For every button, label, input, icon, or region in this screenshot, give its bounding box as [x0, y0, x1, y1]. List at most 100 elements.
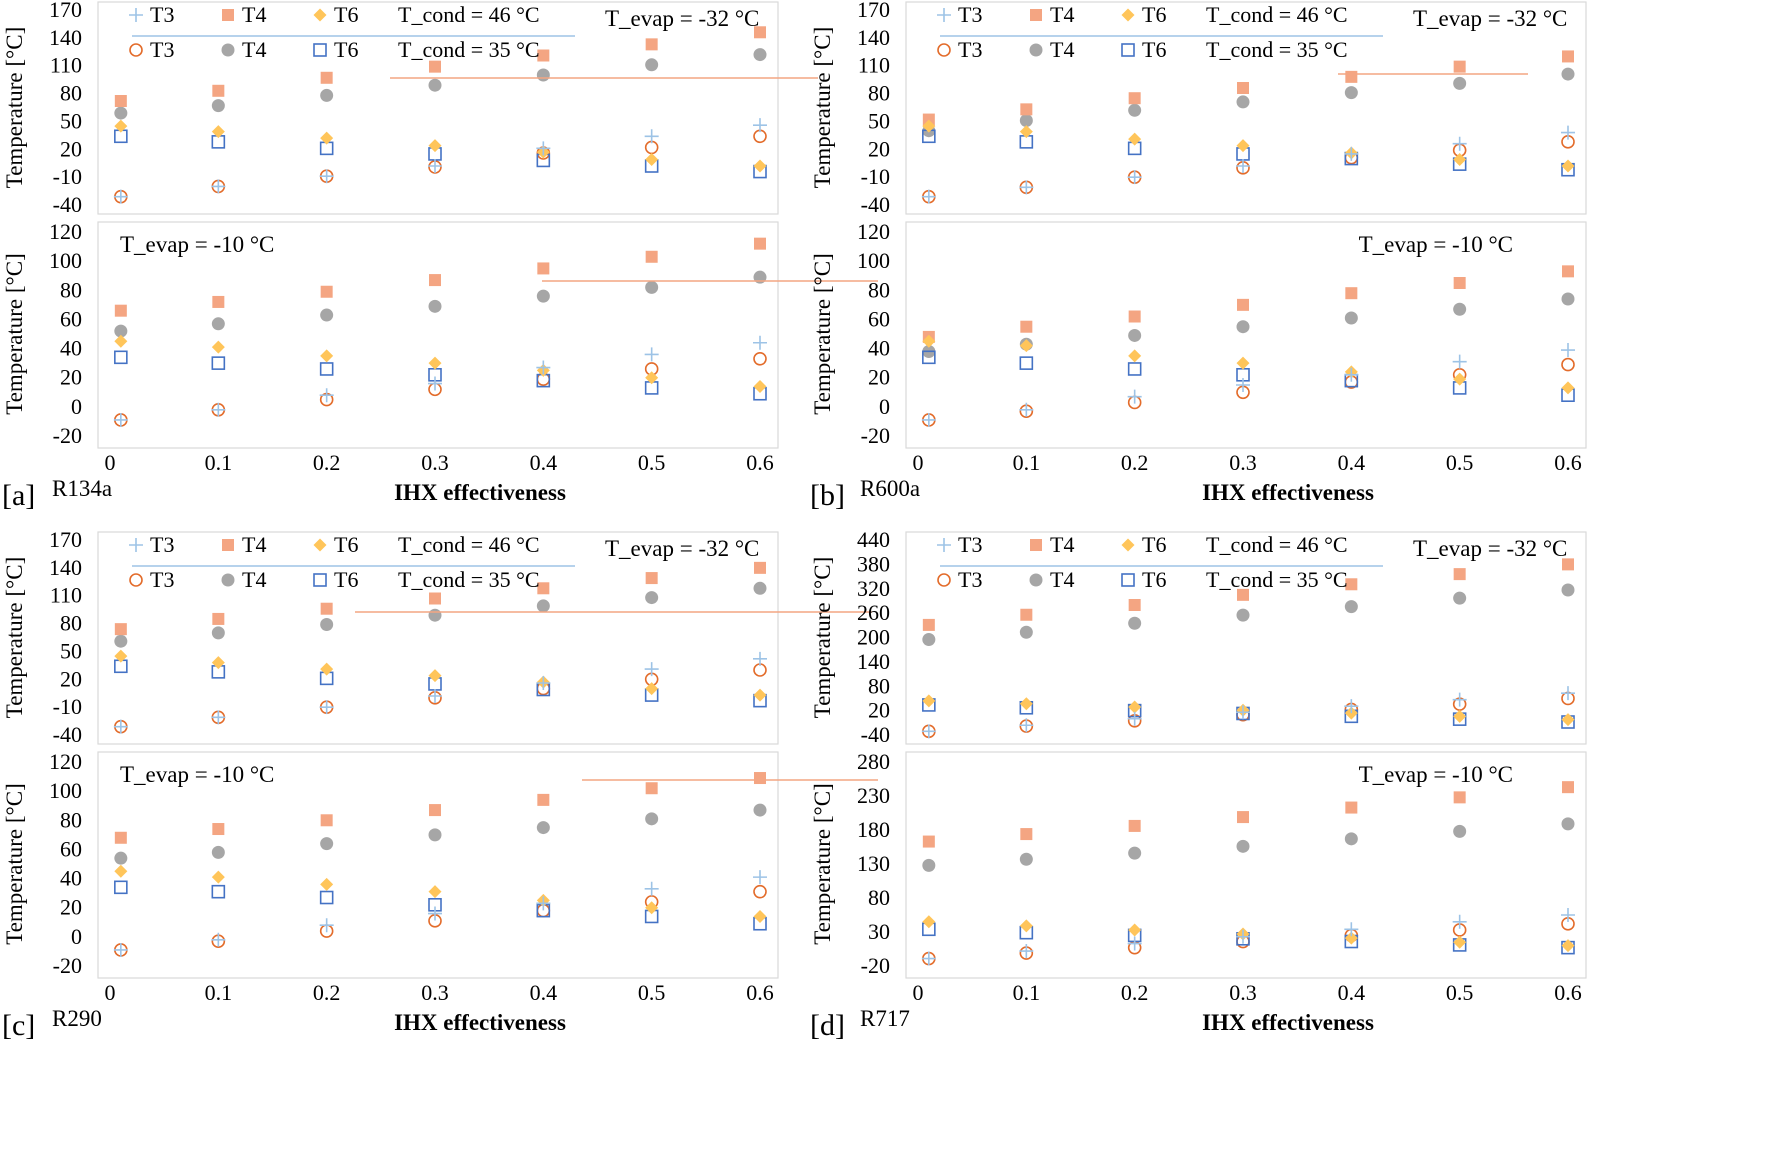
y-tick-label: 20 — [868, 136, 890, 161]
point-t3-cond-46 — [753, 118, 767, 133]
point-t4-cond-35 — [211, 626, 225, 640]
point-t6-cond-46 — [753, 379, 767, 393]
point-t4-cond-46 — [320, 602, 333, 615]
point-t3-cond-46 — [1019, 180, 1034, 195]
legend-label-t4-high: T4 — [1050, 2, 1074, 27]
point-t3-cond-46 — [1561, 343, 1575, 358]
point-t6-cond-46 — [114, 119, 128, 133]
evap-note: T_evap = -10 °C — [120, 232, 274, 257]
legend-marker-t4-high — [1030, 539, 1042, 551]
point-t4-cond-35 — [1236, 95, 1250, 109]
y-tick-label: 20 — [60, 136, 82, 161]
legend-marker-t3-low — [129, 573, 143, 587]
point-t4-cond-35 — [211, 99, 225, 113]
y-tick-label: 170 — [857, 0, 890, 22]
point-t3-cond-46 — [211, 710, 226, 725]
panel-label: [d] — [810, 1009, 845, 1042]
series-t3-cond-46 — [921, 125, 1575, 204]
point-t6-cond-46 — [114, 334, 128, 348]
x-tick-label: 0.6 — [1554, 450, 1582, 475]
point-t6-cond-46 — [211, 125, 225, 139]
y-tick-label: 120 — [49, 219, 82, 244]
x-tick-label: 0.2 — [1121, 980, 1149, 1005]
y-tick-label: 180 — [857, 817, 890, 842]
point-t4-cond-35 — [114, 634, 128, 648]
point-t3-cond-46 — [113, 942, 128, 957]
point-t3-cond-46 — [1127, 936, 1142, 951]
point-t4-cond-46 — [1562, 781, 1574, 794]
series-t4-cond-46 — [922, 558, 1574, 631]
point-t4-cond-35 — [645, 591, 659, 605]
point-t3-cond-46 — [1561, 686, 1575, 701]
y-tick-label: 320 — [857, 576, 890, 601]
point-t6-cond-46 — [753, 909, 767, 923]
legend-label-t6-high: T6 — [334, 532, 358, 557]
y-tick-label: 260 — [857, 600, 890, 625]
point-t4-cond-46 — [212, 84, 225, 97]
point-t4-cond-46 — [1345, 801, 1358, 814]
point-t6-cond-46 — [1453, 372, 1467, 386]
point-t6-cond-46 — [114, 864, 128, 878]
y-axis-title: Temperature [°C] — [2, 557, 27, 718]
x-tick-label: 0.2 — [1121, 450, 1149, 475]
point-t3-cond-46 — [211, 402, 226, 417]
point-t4-cond-35 — [1344, 600, 1358, 614]
point-t4-cond-35 — [320, 837, 334, 851]
y-axis-title: Temperature [°C] — [810, 557, 835, 718]
point-t4-cond-46 — [1345, 287, 1358, 300]
point-t4-cond-46 — [754, 772, 766, 785]
series-t4-cond-35 — [922, 583, 1575, 647]
y-tick-label: 120 — [49, 749, 82, 774]
point-t6-cond-35 — [211, 884, 226, 899]
point-t4-cond-46 — [1453, 60, 1466, 73]
point-t4-cond-35 — [1019, 114, 1033, 127]
y-tick-label: -10 — [861, 164, 890, 189]
evap-note: T_evap = -10 °C — [120, 762, 274, 787]
point-t3-cond-46 — [1452, 354, 1467, 369]
point-t6-cond-46 — [1128, 349, 1142, 363]
point-t4-cond-46 — [537, 582, 550, 595]
point-t3-cond-46 — [319, 169, 334, 184]
point-t3-cond-46 — [1019, 718, 1034, 733]
point-t4-cond-35 — [1453, 591, 1467, 605]
y-tick-label: 80 — [60, 611, 82, 636]
legend-marker-t3-high — [129, 8, 143, 22]
series-t4-cond-46 — [922, 50, 1574, 126]
legend-marker-t6-low — [313, 573, 327, 587]
series-t3-cond-46 — [113, 118, 767, 204]
series-t4-cond-35 — [114, 48, 767, 120]
legend-label-t3-low: T3 — [958, 567, 982, 592]
point-t4-cond-35 — [114, 851, 128, 865]
legend-label-t6-low: T6 — [334, 37, 358, 62]
point-t4-cond-46 — [1562, 265, 1574, 278]
legend-marker-t6-high — [1121, 538, 1135, 552]
point-t6-cond-46 — [1561, 159, 1575, 173]
x-tick-label: 0.5 — [638, 980, 666, 1005]
point-t4-cond-35 — [1561, 583, 1575, 597]
y-tick-label: 0 — [71, 924, 82, 949]
point-t4-cond-35 — [1019, 852, 1033, 866]
point-t4-cond-35 — [753, 48, 767, 62]
point-t6-cond-46 — [1561, 713, 1575, 727]
point-t3-cond-46 — [921, 951, 936, 966]
point-t4-cond-46 — [1020, 828, 1033, 841]
y-tick-label: 130 — [857, 851, 890, 876]
legend-marker-t4-low — [221, 43, 235, 57]
point-t3-cond-46 — [1236, 159, 1250, 173]
point-t4-cond-46 — [429, 804, 441, 817]
legend-label-t6-low: T6 — [1142, 567, 1166, 592]
evap-note: T_evap = -10 °C — [1359, 232, 1513, 257]
point-t3-cond-46 — [1019, 944, 1034, 959]
y-axis-title: Temperature [°C] — [810, 783, 835, 944]
plot-area — [97, 751, 779, 979]
point-t3-cond-46 — [644, 347, 659, 362]
y-tick-label: -40 — [53, 722, 82, 747]
y-tick-label: -40 — [861, 192, 890, 217]
legend-cond-note-low: T_cond = 35 °C — [398, 567, 540, 592]
y-tick-label: 30 — [868, 919, 890, 944]
point-t3-cond-35 — [1561, 357, 1575, 372]
point-t6-cond-46 — [753, 159, 767, 173]
point-t6-cond-46 — [753, 688, 767, 702]
